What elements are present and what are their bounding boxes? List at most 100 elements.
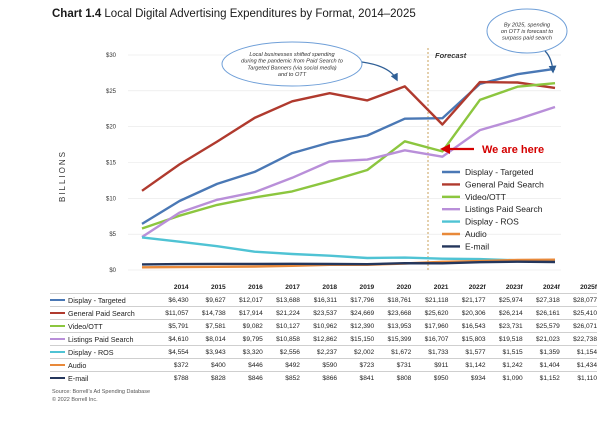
table-row-series-name: General Paid Search bbox=[50, 307, 151, 320]
table-cell: $7,581 bbox=[205, 322, 226, 330]
table-cell: $18,761 bbox=[387, 296, 412, 304]
table-cell: $1,142 bbox=[465, 361, 486, 369]
legend-label-e-mail: E-mail bbox=[465, 241, 489, 251]
line-chart: $0 $5 $10 $15 $20 $25 $30 Forecast Local busin… bbox=[106, 8, 568, 274]
table-cell: $828 bbox=[211, 374, 226, 382]
source-line: Source: Borrell’s Ad Spending Database bbox=[52, 389, 151, 395]
table-header-year: 2023f bbox=[505, 283, 523, 291]
table-cell: $400 bbox=[211, 361, 226, 369]
table-cell: $1,242 bbox=[502, 361, 523, 369]
table-header-year: 2019 bbox=[359, 283, 375, 291]
table-row: Audio $372 $400 $446 $492 $590 $723 $731 $911 $1,… bbox=[50, 358, 597, 372]
table-cell: $16,543 bbox=[461, 322, 486, 330]
table-header-row: 2014 2015 2016 2017 2018 2019 2020 2021 2022f 202… bbox=[50, 281, 597, 294]
table-cell: $1,090 bbox=[502, 374, 523, 382]
table-cell: $20,306 bbox=[461, 309, 486, 317]
table-cell: $788 bbox=[173, 374, 189, 382]
table-cell: $4,610 bbox=[168, 335, 189, 343]
table-header-year: 2016 bbox=[248, 283, 263, 291]
table-row: Video/OTT $5,791 $7,581 $9,082 $10,127 $10,96… bbox=[50, 319, 597, 333]
legend-label-video-ott: Video/OTT bbox=[465, 192, 506, 202]
table-header-year: 2017 bbox=[285, 283, 300, 291]
table-cell: $731 bbox=[396, 361, 412, 369]
callout-line: during the pandemic from Paid Search to bbox=[241, 59, 343, 65]
source-note: Source: Borrell’s Ad Spending Database ©… bbox=[52, 388, 150, 404]
y-axis-ticks: $0 $5 $10 $15 $20 $25 $30 bbox=[106, 53, 117, 274]
table-cell: $3,943 bbox=[205, 348, 226, 356]
table-cell: $15,150 bbox=[350, 335, 375, 343]
table-cell: $1,672 bbox=[391, 348, 412, 356]
callout-left-bubble bbox=[221, 41, 363, 87]
y-tick-label: $0 bbox=[109, 268, 116, 274]
table-row-swatch bbox=[50, 350, 65, 353]
legend-label-audio: Audio bbox=[465, 229, 487, 239]
table-cell: $8,014 bbox=[205, 335, 226, 343]
table-row-swatch bbox=[50, 363, 65, 366]
table-cell: $22,738 bbox=[573, 335, 597, 343]
table-cell: $2,237 bbox=[316, 348, 338, 356]
table-cell: $911 bbox=[434, 361, 449, 369]
table-cell: $25,620 bbox=[424, 309, 449, 317]
table-cell: $846 bbox=[248, 374, 263, 382]
series-line-general-paid-search bbox=[141, 80, 556, 192]
table-cell: $23,731 bbox=[498, 322, 523, 330]
table-cell: $4,554 bbox=[168, 348, 189, 356]
table-row: Display - Targeted $6,430 $9,627 $12,017 $13… bbox=[50, 293, 597, 307]
table-cell: $6,430 bbox=[168, 296, 189, 304]
table-row-label: E-mail bbox=[68, 373, 89, 383]
table-row-series-name: Display - Targeted bbox=[50, 294, 151, 307]
callout-left-text: Local businesses shifted spending during … bbox=[241, 52, 343, 78]
we-are-here-annotation: We are here bbox=[440, 144, 544, 156]
table-row-label: General Paid Search bbox=[68, 308, 135, 318]
table-cell: $1,577 bbox=[465, 348, 486, 356]
table-row-series-name: Listings Paid Search bbox=[50, 333, 151, 346]
table-cell: $21,118 bbox=[425, 296, 449, 304]
table-header-year: 2014 bbox=[173, 283, 189, 291]
table-cell: $11,057 bbox=[165, 309, 189, 317]
table-cell: $13,688 bbox=[276, 296, 300, 304]
table-cell: $1,152 bbox=[539, 374, 560, 382]
callout-left: Local businesses shifted spending during … bbox=[221, 41, 398, 87]
table-cell: $21,224 bbox=[276, 309, 300, 317]
table-cell: $841 bbox=[359, 374, 375, 382]
table-cell: $12,862 bbox=[313, 335, 338, 343]
we-are-here-arrowhead bbox=[440, 144, 450, 154]
table-cell: $1,110 bbox=[577, 374, 597, 382]
table-row-series-name: E-mail bbox=[50, 372, 151, 385]
table-row: Listings Paid Search $4,610 $8,014 $9,795 $1… bbox=[50, 332, 597, 346]
table-row-swatch bbox=[50, 298, 65, 301]
table-cell: $17,914 bbox=[238, 309, 263, 317]
table-cell: $590 bbox=[322, 361, 338, 369]
table-header-year: 2021 bbox=[433, 283, 449, 291]
table-cell: $26,214 bbox=[498, 309, 523, 317]
callout-line: surpass paid search bbox=[502, 36, 552, 42]
table-cell: $852 bbox=[285, 374, 300, 382]
table-row-swatch bbox=[50, 376, 65, 379]
table-cell: $16,311 bbox=[313, 296, 338, 304]
table-cell: $446 bbox=[248, 361, 263, 369]
table-cell: $10,127 bbox=[276, 322, 300, 330]
we-are-here-text: We are here bbox=[482, 144, 544, 156]
table-cell: $23,668 bbox=[387, 309, 412, 317]
table-cell: $24,669 bbox=[350, 309, 375, 317]
callout-line: and to OTT bbox=[278, 72, 307, 78]
table-cell: $26,161 bbox=[535, 309, 560, 317]
data-table: 2014 2015 2016 2017 2018 2019 2020 2021 2022f 202… bbox=[50, 281, 597, 384]
table-header-year: 2022f bbox=[468, 283, 486, 291]
table-cell: $28,077 bbox=[573, 296, 597, 304]
table-cell: $950 bbox=[433, 374, 449, 382]
table-row-series-name: Audio bbox=[50, 359, 151, 372]
table-cell: $13,953 bbox=[387, 322, 412, 330]
table-cell: $5,791 bbox=[168, 322, 189, 330]
callout-right-arrow bbox=[544, 50, 557, 74]
series-lines bbox=[141, 67, 556, 269]
y-tick-label: $10 bbox=[106, 196, 117, 202]
table-cell: $3,320 bbox=[242, 348, 263, 356]
legend-label-display-targeted: Display - Targeted bbox=[465, 167, 534, 177]
chart-title-text: Local Digital Advertising Expenditures b… bbox=[101, 8, 416, 20]
table-cell: $27,318 bbox=[535, 296, 560, 304]
table-cell: $25,974 bbox=[498, 296, 523, 304]
chart-gridlines bbox=[128, 54, 561, 271]
table-row-label: Display - Targeted bbox=[68, 295, 126, 305]
table-cell: $866 bbox=[322, 374, 338, 382]
